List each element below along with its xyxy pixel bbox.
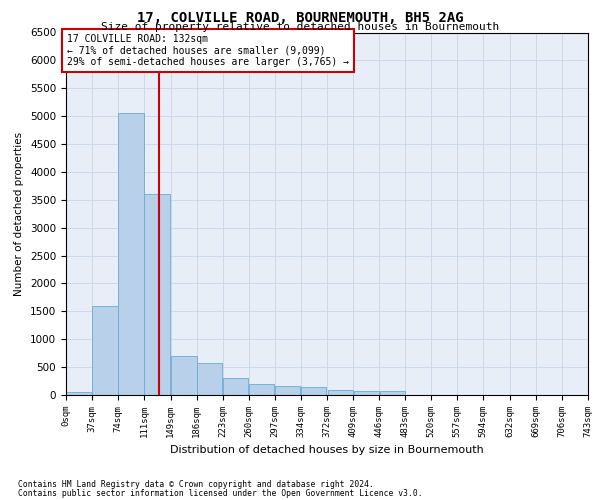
Text: 17, COLVILLE ROAD, BOURNEMOUTH, BH5 2AG: 17, COLVILLE ROAD, BOURNEMOUTH, BH5 2AG xyxy=(137,11,463,25)
Bar xyxy=(328,390,353,395)
Y-axis label: Number of detached properties: Number of detached properties xyxy=(14,132,25,296)
Bar xyxy=(66,392,92,395)
Text: Size of property relative to detached houses in Bournemouth: Size of property relative to detached ho… xyxy=(101,22,499,32)
Bar xyxy=(353,392,379,395)
Bar xyxy=(223,378,248,395)
Bar xyxy=(301,387,326,395)
X-axis label: Distribution of detached houses by size in Bournemouth: Distribution of detached houses by size … xyxy=(170,446,484,456)
Bar xyxy=(249,384,274,395)
Text: Contains HM Land Registry data © Crown copyright and database right 2024.: Contains HM Land Registry data © Crown c… xyxy=(18,480,374,489)
Bar xyxy=(92,306,118,395)
Bar xyxy=(380,392,405,395)
Bar xyxy=(275,386,301,395)
Bar xyxy=(171,356,197,395)
Bar xyxy=(197,362,223,395)
Text: Contains public sector information licensed under the Open Government Licence v3: Contains public sector information licen… xyxy=(18,488,422,498)
Bar xyxy=(144,194,170,395)
Bar xyxy=(118,114,144,395)
Text: 17 COLVILLE ROAD: 132sqm
← 71% of detached houses are smaller (9,099)
29% of sem: 17 COLVILLE ROAD: 132sqm ← 71% of detach… xyxy=(67,34,349,67)
